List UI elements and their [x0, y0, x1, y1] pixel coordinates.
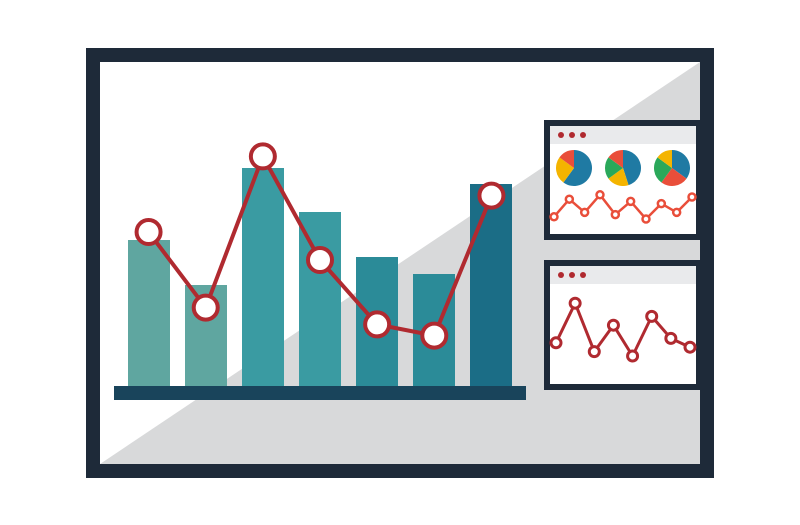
mini-panel-pies	[544, 120, 702, 240]
pie-chart-icon	[556, 150, 592, 186]
trend-line	[120, 106, 520, 386]
pie-chart-icon	[654, 150, 690, 186]
panel-body	[550, 144, 696, 234]
panel-titlebar	[550, 266, 696, 284]
line-marker	[137, 220, 161, 244]
line-marker	[422, 324, 446, 348]
sparkline	[556, 290, 690, 378]
pie-chart-icon	[605, 150, 641, 186]
window-dot-icon	[558, 272, 564, 278]
window-dot-icon	[580, 272, 586, 278]
window-dot-icon	[558, 132, 564, 138]
line-marker	[194, 296, 218, 320]
sparkline	[554, 186, 692, 230]
mini-panel-line	[544, 260, 702, 390]
panel-body	[550, 284, 696, 384]
pie-row	[550, 150, 696, 186]
chart-base	[114, 386, 526, 400]
line-marker	[251, 144, 275, 168]
line-marker	[308, 248, 332, 272]
window-dot-icon	[569, 272, 575, 278]
line-marker	[365, 312, 389, 336]
line-marker	[479, 184, 503, 208]
window-dot-icon	[569, 132, 575, 138]
dashboard-frame	[86, 48, 714, 478]
main-bar-chart	[120, 106, 520, 386]
panel-titlebar	[550, 126, 696, 144]
window-dot-icon	[580, 132, 586, 138]
